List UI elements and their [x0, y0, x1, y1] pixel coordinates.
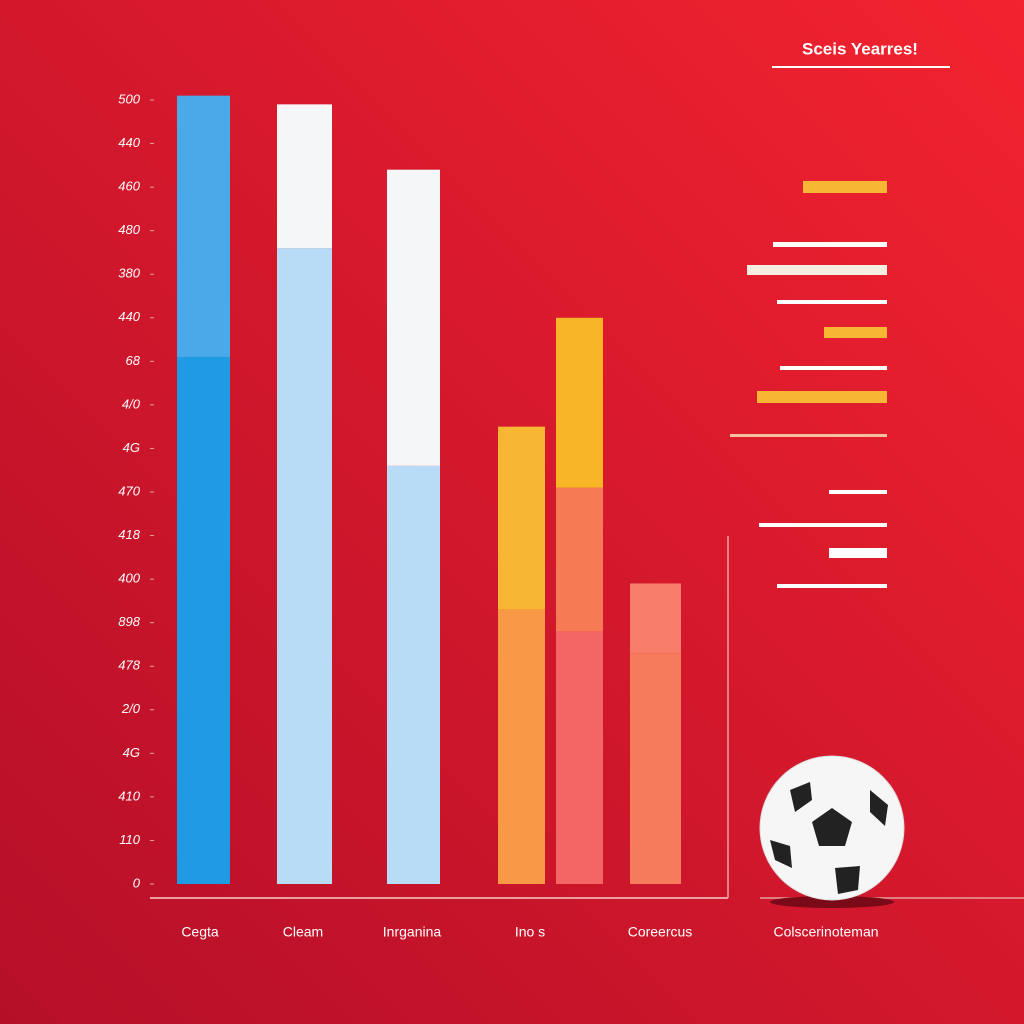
- panel-bar: [777, 300, 887, 304]
- x-tick-label: Coreercus: [628, 924, 693, 940]
- panel-bar: [829, 548, 887, 558]
- y-tick-label: 0: [133, 875, 141, 890]
- y-tick-label: 418: [118, 527, 140, 542]
- bar-segment: [498, 609, 545, 884]
- y-tick-label: 440: [118, 135, 140, 150]
- bar-segment: [556, 487, 603, 632]
- bar-segment: [630, 653, 681, 884]
- panel-bar: [747, 265, 887, 275]
- y-tick-label: 4G: [123, 745, 140, 760]
- y-tick-label: 4G: [123, 440, 140, 455]
- y-tick-label: 68: [126, 353, 141, 368]
- bar-segment: [277, 248, 332, 885]
- footer-label: Colscerinoteman: [773, 924, 878, 940]
- panel-bar: [803, 181, 887, 193]
- y-tick-label: 380: [118, 266, 140, 281]
- y-tick-label: 2/0: [121, 701, 141, 716]
- y-tick-label: 480: [118, 222, 140, 237]
- y-tick-label: 500: [118, 91, 140, 106]
- bar-segment: [387, 169, 440, 466]
- bar-segment: [630, 583, 681, 654]
- y-tick-label: 470: [118, 483, 140, 498]
- y-tick-label: 4/0: [122, 396, 141, 411]
- panel-bar: [824, 327, 887, 338]
- bar-segment: [177, 356, 230, 884]
- y-tick-label: 898: [118, 614, 140, 629]
- y-tick-label: 410: [118, 788, 140, 803]
- chart-title: Sceis Yearres!: [802, 39, 918, 58]
- panel-bar: [829, 490, 887, 494]
- y-tick-label: 440: [118, 309, 140, 324]
- bar-segment: [556, 317, 603, 488]
- side-panel: [730, 181, 887, 588]
- panel-bar: [777, 584, 887, 588]
- bar-segment: [387, 465, 440, 884]
- x-tick-label: Inrganina: [383, 924, 442, 940]
- y-tick-label: 110: [119, 832, 140, 847]
- y-tick-label: 400: [118, 571, 140, 586]
- y-tick-label: 478: [118, 658, 140, 673]
- bar-segment: [498, 426, 545, 610]
- x-tick-label: Cegta: [181, 924, 219, 940]
- bar-segment: [277, 104, 332, 249]
- x-tick-label: Ino s: [515, 924, 545, 940]
- y-tick-label: 460: [118, 179, 140, 194]
- x-tick-label: Cleam: [283, 924, 323, 940]
- panel-bar: [730, 434, 887, 437]
- panel-bar: [759, 523, 887, 527]
- panel-bar: [773, 242, 887, 247]
- panel-bar: [780, 366, 887, 370]
- bar-segment: [177, 95, 230, 357]
- bar-segment: [556, 631, 603, 884]
- soccer-ball: [759, 755, 905, 908]
- panel-bar: [757, 391, 887, 403]
